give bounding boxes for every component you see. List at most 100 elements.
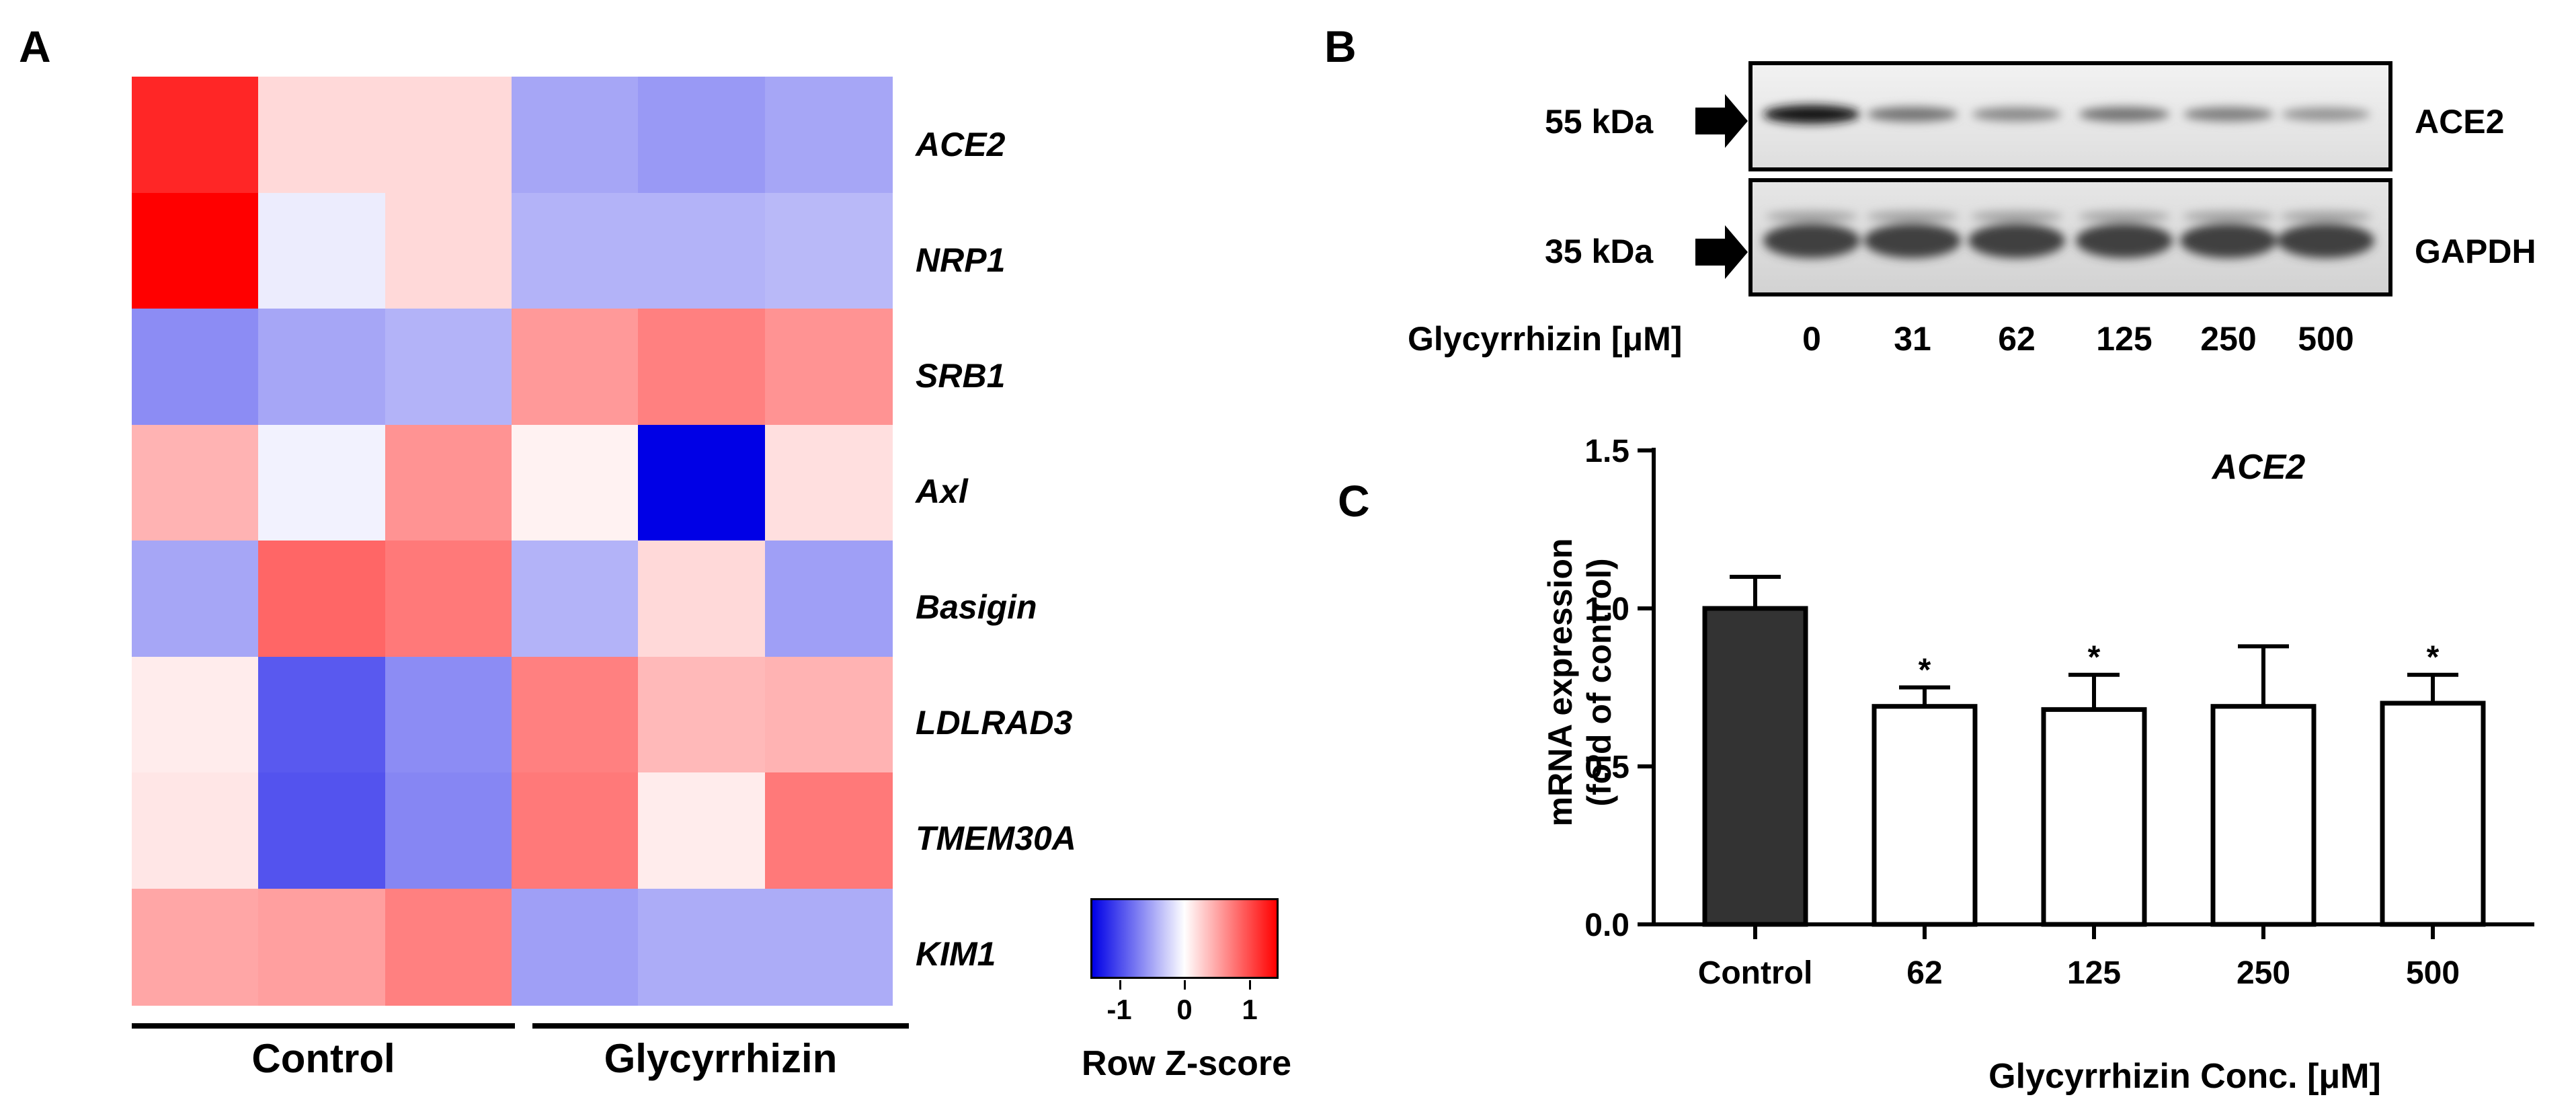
significance-marker: * bbox=[1919, 653, 1931, 688]
gapdh-band-group bbox=[1763, 210, 2374, 258]
gene-label-kim1: KIM1 bbox=[916, 935, 996, 973]
heatmap-cell bbox=[638, 424, 766, 542]
x-axis-title: Glycyrrhizin Conc. [μM] bbox=[1988, 1057, 2381, 1096]
heatmap-cell bbox=[385, 77, 513, 194]
x-tick-label: 62 bbox=[1906, 955, 1942, 991]
blot-band bbox=[1766, 210, 1857, 223]
heatmap-cell bbox=[764, 77, 893, 194]
heatmap-cell bbox=[258, 424, 387, 542]
color-key-title: Row Z-score bbox=[1081, 1044, 1292, 1083]
heatmap-cell bbox=[512, 888, 639, 1006]
heatmap-cell bbox=[512, 309, 639, 426]
heatmap-cell bbox=[512, 192, 639, 310]
heatmap-cell bbox=[385, 772, 513, 889]
heatmap-cell bbox=[512, 77, 639, 194]
heatmap-cell bbox=[132, 656, 259, 774]
lane-label: 0 bbox=[1802, 320, 1821, 358]
x-tick-label: 250 bbox=[2237, 955, 2290, 991]
gene-label-tmem30a: TMEM30A bbox=[916, 820, 1076, 857]
heatmap-cell bbox=[385, 541, 513, 657]
panel-label-c: C bbox=[1338, 476, 1370, 526]
color-key-tick bbox=[1119, 980, 1121, 990]
blot-band bbox=[2278, 223, 2374, 258]
y-tick-label: 1.0 bbox=[1584, 592, 1629, 627]
color-key-ticks bbox=[1119, 980, 1254, 990]
y-tick-label: 0.0 bbox=[1584, 908, 1629, 943]
blot-band bbox=[1968, 223, 2065, 258]
heatmap-cell bbox=[512, 424, 639, 542]
heatmap-cell bbox=[258, 888, 387, 1006]
heatmap-cell bbox=[258, 309, 387, 426]
blot-band bbox=[2183, 107, 2273, 122]
blot-band bbox=[1864, 223, 1961, 258]
blot-band bbox=[2079, 210, 2170, 223]
y-axis-title: mRNA expression (fold of control) bbox=[1541, 538, 1618, 827]
lane-label: 62 bbox=[1998, 320, 2036, 358]
x-tick-label: 125 bbox=[2067, 955, 2121, 991]
heatmap-cell bbox=[258, 192, 387, 310]
heatmap-cell bbox=[258, 541, 387, 657]
y-axis-title-line1: mRNA expression bbox=[1541, 538, 1579, 827]
heatmap-cell bbox=[638, 656, 766, 774]
heatmap-cell bbox=[132, 772, 259, 889]
heatmap-cell bbox=[132, 77, 259, 194]
blot-band bbox=[1867, 210, 1958, 223]
heatmap-cell bbox=[638, 541, 766, 657]
arrow-icon bbox=[1695, 225, 1748, 279]
lane-label: 250 bbox=[2200, 320, 2257, 358]
arrow-icon bbox=[1695, 94, 1748, 148]
blot-band bbox=[1763, 105, 1860, 124]
color-key-tick-label: -1 bbox=[1106, 994, 1132, 1025]
heatmap-cell bbox=[638, 192, 766, 310]
ace2-band-group bbox=[1763, 105, 2370, 124]
blot-band bbox=[1972, 107, 2062, 122]
glycyrrhizin-group-bar bbox=[532, 1023, 909, 1029]
blot-band bbox=[1971, 210, 2062, 223]
blot-band bbox=[1763, 223, 1860, 258]
gene-label-srb1: SRB1 bbox=[916, 357, 1006, 395]
heatmap-grid bbox=[132, 77, 893, 1006]
heatmap-cell bbox=[638, 77, 766, 194]
heatmap-cell bbox=[512, 656, 639, 774]
heatmap-cell bbox=[764, 772, 893, 889]
heatmap-cell bbox=[385, 192, 513, 310]
gene-label-ace2: ACE2 bbox=[916, 126, 1006, 163]
color-key-gradient bbox=[1092, 900, 1277, 977]
heatmap-cell bbox=[258, 656, 387, 774]
y-tick-label: 1.5 bbox=[1584, 434, 1629, 469]
glycyrrhizin-group-label: Glycyrrhizin bbox=[604, 1036, 838, 1081]
bar-chart-title: ACE2 bbox=[2211, 448, 2306, 487]
marker-55kda: 55 kDa bbox=[1545, 103, 1654, 141]
panel-label-a: A bbox=[19, 22, 51, 71]
protein-label-ace2: ACE2 bbox=[2415, 103, 2505, 141]
x-tick-label: 500 bbox=[2406, 955, 2460, 991]
heatmap-cell bbox=[764, 541, 893, 657]
heatmap-cell bbox=[132, 192, 259, 310]
lane-labels: 0 31 62 125 250 500 bbox=[1748, 319, 2393, 360]
heatmap-cell bbox=[764, 309, 893, 426]
heatmap-cell bbox=[385, 656, 513, 774]
heatmap-cell bbox=[764, 656, 893, 774]
gene-label-axl: Axl bbox=[916, 473, 968, 510]
gene-label-ldlrad3: LDLRAD3 bbox=[916, 704, 1073, 742]
blot-band bbox=[2079, 106, 2170, 122]
bar bbox=[2041, 707, 2147, 927]
heatmap-cell bbox=[132, 888, 259, 1006]
heatmap-cell bbox=[385, 888, 513, 1006]
heatmap-cell bbox=[638, 309, 766, 426]
blot-x-label: Glycyrrhizin [μM] bbox=[1408, 320, 1683, 358]
heatmap-cell bbox=[258, 772, 387, 889]
blot-band bbox=[2280, 210, 2372, 223]
bar bbox=[1871, 704, 1978, 927]
control-group-label: Control bbox=[251, 1036, 395, 1081]
lane-label: 500 bbox=[2298, 320, 2354, 358]
bar bbox=[1702, 606, 1808, 927]
gene-label-nrp1: NRP1 bbox=[916, 241, 1006, 279]
color-key-tick-label: 0 bbox=[1176, 994, 1193, 1025]
significance-marker: * bbox=[2088, 640, 2101, 676]
y-tick-label: 0.5 bbox=[1584, 750, 1629, 785]
gene-label-basigin: Basigin bbox=[916, 588, 1037, 626]
bar bbox=[2380, 701, 2486, 927]
blot-band bbox=[2076, 223, 2173, 258]
control-group-bar bbox=[132, 1023, 515, 1029]
